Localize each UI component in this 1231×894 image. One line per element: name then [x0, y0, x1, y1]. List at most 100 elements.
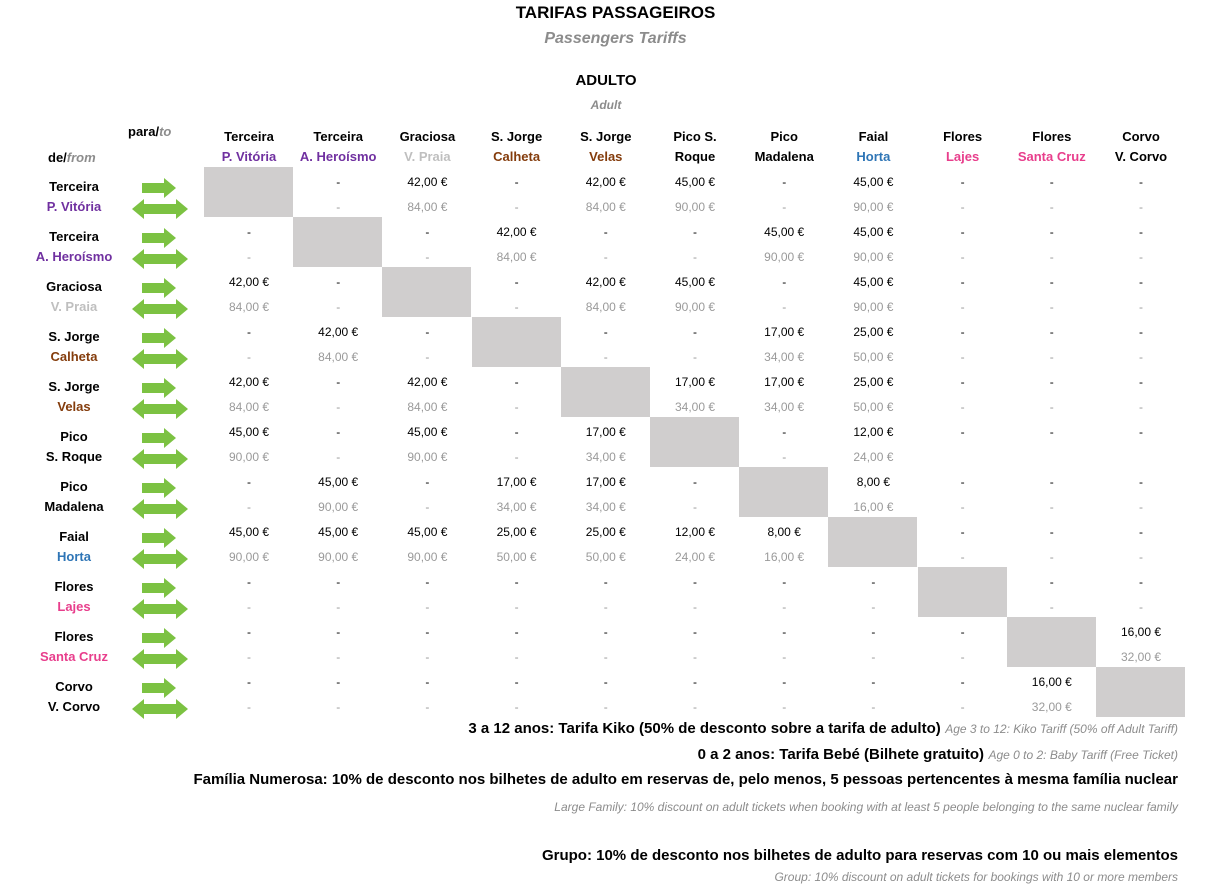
section-title: ADULTO [575, 72, 637, 89]
tariff-cell: -- [472, 620, 562, 670]
tariff-cell: -- [650, 570, 740, 620]
tariff-cell: 16,00 € 32,00 € [1096, 620, 1186, 670]
one-way-price: - [336, 375, 341, 389]
para-text: para/ [128, 124, 160, 139]
one-way-price: - [514, 425, 519, 439]
one-way-price: - [960, 425, 965, 439]
diagonal-cell [1096, 667, 1185, 717]
return-price: - [960, 300, 965, 314]
return-price: 90,00 € [407, 450, 448, 464]
tariff-cell: -- [918, 320, 1008, 370]
row-header-p-vitoria: Terceira P. Vitória [28, 177, 120, 217]
return-price: 84,00 € [496, 250, 537, 264]
one-way-price: 12,00 € [853, 425, 894, 439]
column-header-port: V. Praia [404, 149, 451, 164]
return-price: - [1049, 350, 1054, 364]
column-header-port: Horta [856, 149, 891, 164]
return-price: - [514, 300, 519, 314]
row-header-island: Graciosa [46, 279, 102, 294]
diagonal-cell [560, 367, 650, 417]
one-way-price: 45,00 € [674, 275, 716, 289]
one-way-price: 16,00 € [1031, 675, 1072, 689]
return-price: - [603, 650, 608, 664]
row-header-santa-cruz: Flores Santa Cruz [28, 627, 120, 667]
tariff-cell: -- [918, 470, 1008, 520]
tariff-cell: -- [1007, 170, 1097, 220]
tariff-cell: -- [293, 370, 383, 420]
one-way-price: - [514, 275, 519, 289]
column-header-island: Pico [770, 129, 798, 144]
tariff-cell: -- [561, 320, 651, 370]
one-way-price: - [603, 225, 608, 239]
return-price: 90,00 € [674, 200, 716, 214]
one-way-price: 42,00 € [585, 175, 626, 189]
one-way-price: - [693, 625, 697, 639]
tariff-cell: -- [382, 570, 472, 620]
one-way-price: - [1139, 275, 1143, 289]
column-header-island: Faial [858, 129, 889, 144]
tariff-cell: -- [650, 220, 740, 270]
one-way-price: - [871, 575, 876, 589]
one-way-price: - [425, 475, 430, 489]
one-way-price: - [1139, 575, 1143, 589]
return-price [1096, 445, 1186, 470]
return-price: - [1139, 250, 1143, 264]
one-way-price: - [336, 175, 341, 189]
return-price: - [693, 650, 697, 664]
one-way-price: 45,00 € [318, 475, 359, 489]
kiko-note-en: Age 3 to 12: Kiko Tariff (50% off Adult … [945, 722, 1178, 736]
one-way-price: - [782, 575, 787, 589]
tariff-cell: -- [918, 170, 1008, 220]
return-price: 34,00 € [674, 400, 716, 414]
column-header-port: P. Vitória [221, 149, 277, 164]
route-arrows-icon [130, 627, 190, 671]
section-subtitle: Adult [590, 98, 622, 112]
column-header-p-vitoria: Terceira P. Vitória [204, 127, 294, 167]
one-way-price: 42,00 € [228, 275, 270, 289]
return-price: - [1049, 500, 1054, 514]
tariff-cell: -- [918, 670, 1008, 720]
one-way-price: 45,00 € [407, 425, 448, 439]
route-arrows-icon [130, 677, 190, 721]
tariff-cell: 42,00 € 84,00 € [561, 270, 651, 320]
one-way-price: - [247, 625, 251, 639]
return-price: - [782, 450, 787, 464]
tariff-cell: 45,00 € 90,00 € [204, 520, 294, 570]
tariff-cell: -- [204, 320, 294, 370]
row-header-velas: S. Jorge Velas [28, 377, 120, 417]
one-way-price: - [1049, 175, 1054, 189]
row-header-port: Santa Cruz [40, 649, 108, 664]
tariff-cell: 42,00 € 84,00 € [204, 370, 294, 420]
tariff-cell: -- [472, 170, 562, 220]
tariff-cell: -- [1096, 370, 1186, 420]
tariff-cell: 8,00 € 16,00 € [739, 520, 829, 570]
one-way-price: - [514, 375, 519, 389]
route-arrows-icon [130, 427, 190, 471]
return-price: - [960, 200, 965, 214]
tariff-cell: -- [382, 220, 472, 270]
one-way-price: 25,00 € [496, 525, 537, 539]
row-header-v-corvo: Corvo V. Corvo [28, 677, 120, 717]
tariff-cell: -- [472, 370, 562, 420]
tariff-cell: 16,00 € 32,00 € [1007, 670, 1097, 720]
tariff-cell: -- [382, 670, 472, 720]
tariff-cell: 42,00 € 84,00 € [382, 370, 472, 420]
tariff-cell: - [1096, 420, 1186, 470]
column-header-port: Lajes [945, 149, 980, 164]
column-header-port: V. Corvo [1114, 149, 1168, 164]
one-way-price: - [247, 675, 251, 689]
familia-note-pt: Família Numerosa: 10% de desconto nos bi… [193, 771, 1178, 788]
tariff-cell: -- [472, 570, 562, 620]
return-price: 32,00 € [1031, 700, 1072, 714]
tariff-cell: 25,00 € 50,00 € [828, 320, 918, 370]
column-header-port: Calheta [493, 149, 541, 164]
one-way-price: 42,00 € [585, 275, 626, 289]
column-header-port: Santa Cruz [1017, 149, 1086, 164]
tariff-cell: -- [472, 420, 562, 470]
return-price: 84,00 € [318, 350, 359, 364]
column-header-island: S. Jorge [490, 129, 543, 144]
return-price: 24,00 € [853, 450, 894, 464]
return-price: 84,00 € [585, 200, 626, 214]
row-header-port: P. Vitória [46, 199, 102, 214]
return-price: - [1139, 500, 1143, 514]
